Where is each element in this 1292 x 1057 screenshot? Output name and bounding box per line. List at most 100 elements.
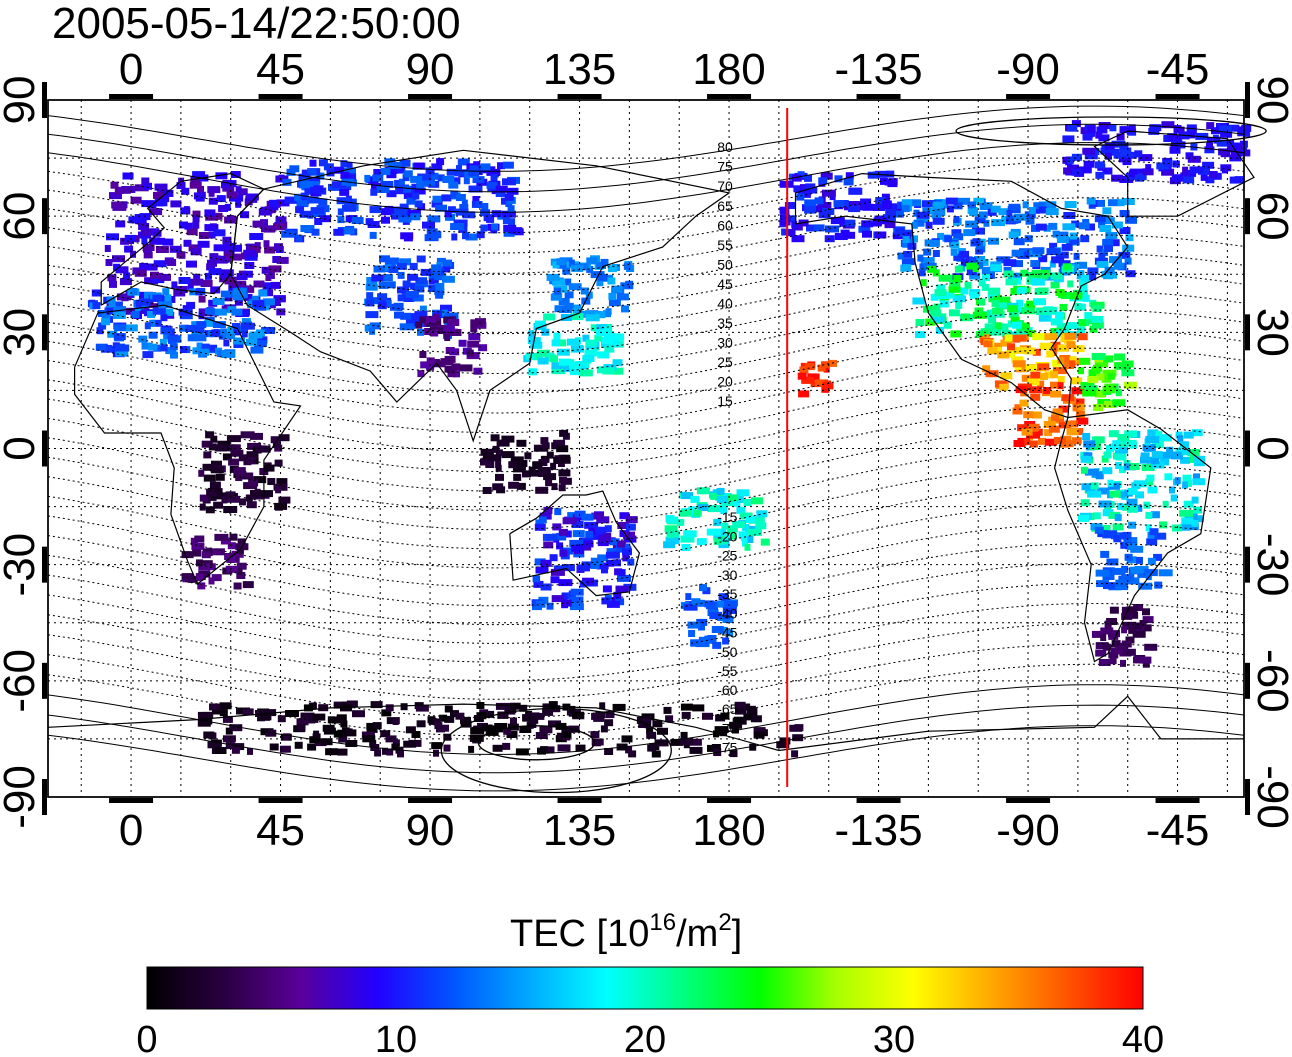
tec-point-india xyxy=(459,364,473,372)
tec-point-canada xyxy=(974,216,986,224)
tec-point-europe xyxy=(186,260,197,268)
tec-point-greenland xyxy=(1220,130,1233,138)
left-lat-tick xyxy=(42,198,47,235)
tec-point-canada xyxy=(1025,217,1035,225)
tec-point-russia xyxy=(503,224,517,232)
tec-point-russia xyxy=(372,174,384,182)
tec-point-europe-south xyxy=(252,300,265,308)
tec-point-antarctica xyxy=(502,742,511,750)
tec-point-usa xyxy=(948,309,960,317)
tec-point-mexico xyxy=(1050,341,1061,349)
tec-point-europe-south xyxy=(227,326,234,334)
tec-point-south-america-mid xyxy=(1149,528,1159,536)
tec-point-south-america-north xyxy=(1114,514,1122,522)
tec-point-mexico xyxy=(1059,355,1071,362)
tec-point-antarctica xyxy=(225,742,235,750)
tec-point-pacific-islands xyxy=(681,492,694,500)
tec-point-greenland xyxy=(1082,147,1096,155)
tec-point-pacific-islands xyxy=(666,516,679,524)
tec-point-usa xyxy=(1056,323,1066,331)
contour-label: -45 xyxy=(717,625,737,641)
tec-point-greenland xyxy=(1080,127,1088,135)
tec-point-indonesia xyxy=(495,473,504,481)
tec-point-africa-south xyxy=(236,568,243,576)
tec-point-mexico xyxy=(1071,377,1083,385)
tec-point-australia xyxy=(539,512,552,520)
contour-label: 40 xyxy=(717,296,733,312)
tec-point-antarctica xyxy=(657,727,668,735)
tec-point-russia xyxy=(414,187,426,195)
tec-point-alaska xyxy=(881,193,890,201)
tec-point-russia xyxy=(394,166,406,174)
tec-point-japan-north xyxy=(562,267,571,275)
tec-point-europe xyxy=(198,295,206,303)
tec-point-japan-south xyxy=(610,340,619,348)
tec-point-indonesia xyxy=(559,429,569,437)
tec-point-central-america xyxy=(1044,429,1053,437)
colorbar-ticks: 0 10 20 30 40 xyxy=(136,1019,1164,1057)
magnetic-latitude-contour xyxy=(47,328,1245,414)
tec-point-canada xyxy=(1048,222,1058,230)
tec-point-russia xyxy=(310,176,321,184)
tec-point-greenland xyxy=(1102,167,1113,175)
tec-point-antarctica xyxy=(522,714,533,722)
tec-point-usa xyxy=(954,265,963,273)
tec-point-canada xyxy=(1104,266,1115,274)
tec-point-canada xyxy=(1110,271,1117,279)
tec-point-central-america xyxy=(1076,417,1089,425)
tec-point-europe xyxy=(206,263,216,271)
tec-point-greenland xyxy=(1205,176,1215,184)
tec-point-south-america-mid xyxy=(1095,569,1110,577)
tec-point-russia xyxy=(367,221,380,228)
tec-point-antarctica xyxy=(746,707,758,715)
tec-point-central-asia xyxy=(369,322,381,330)
tec-point-russia xyxy=(435,204,447,212)
tec-point-usa xyxy=(1020,322,1030,330)
tec-point-mexico xyxy=(999,383,1009,391)
tec-point-indonesia xyxy=(551,483,558,491)
tec-point-australia xyxy=(605,551,620,559)
tec-point-antarctica xyxy=(460,716,471,724)
tec-point-africa-south xyxy=(236,546,244,554)
tec-point-greenland xyxy=(1111,174,1124,182)
tec-point-europe-south xyxy=(144,322,151,330)
tec-point-europe xyxy=(272,256,281,263)
tec-point-central-asia xyxy=(444,312,459,320)
tec-point-antarctica xyxy=(369,739,377,747)
tec-point-antarctica xyxy=(380,730,391,738)
tec-point-indonesia xyxy=(546,451,554,459)
tec-point-mexico xyxy=(983,334,991,342)
tec-point-africa-south xyxy=(236,572,246,579)
tec-point-antarctica xyxy=(312,713,326,721)
tec-point-pacific-islands xyxy=(677,518,685,526)
tec-point-patagonia xyxy=(1091,630,1103,638)
tec-point-mexico xyxy=(1013,346,1026,354)
tec-point-usa xyxy=(978,298,986,306)
tec-point-south-america-north xyxy=(1142,444,1156,451)
tec-point-alaska xyxy=(848,205,861,213)
tec-point-antarctica xyxy=(219,709,228,717)
tec-point-alaska xyxy=(848,187,863,195)
tec-point-mexico xyxy=(1021,374,1031,382)
tec-point-antarctica xyxy=(636,716,644,724)
tec-point-russia xyxy=(406,197,416,205)
tec-point-australia xyxy=(608,597,620,604)
tec-point-usa xyxy=(930,293,939,301)
tec-point-south-america-mid xyxy=(1113,535,1122,543)
tec-point-central-america xyxy=(1060,440,1074,448)
tec-point-australia xyxy=(569,539,584,547)
magnetic-latitude-contour xyxy=(47,105,1245,172)
tec-point-patagonia xyxy=(1120,659,1126,667)
tec-point-europe xyxy=(107,274,117,282)
tec-point-patagonia xyxy=(1095,649,1107,657)
tec-point-russia xyxy=(282,178,292,186)
tec-point-mexico xyxy=(1057,356,1065,364)
tec-point-canada xyxy=(911,221,918,229)
tec-point-antarctica xyxy=(568,725,580,733)
tec-point-antarctica xyxy=(372,722,382,730)
tec-point-europe xyxy=(226,191,238,199)
tec-point-greenland xyxy=(1149,124,1162,132)
contour-labels: 8075706560555045403530252015-15-20-25-30… xyxy=(717,139,737,755)
tec-point-europe-south xyxy=(131,288,138,295)
tec-point-south-america-north xyxy=(1115,446,1128,454)
